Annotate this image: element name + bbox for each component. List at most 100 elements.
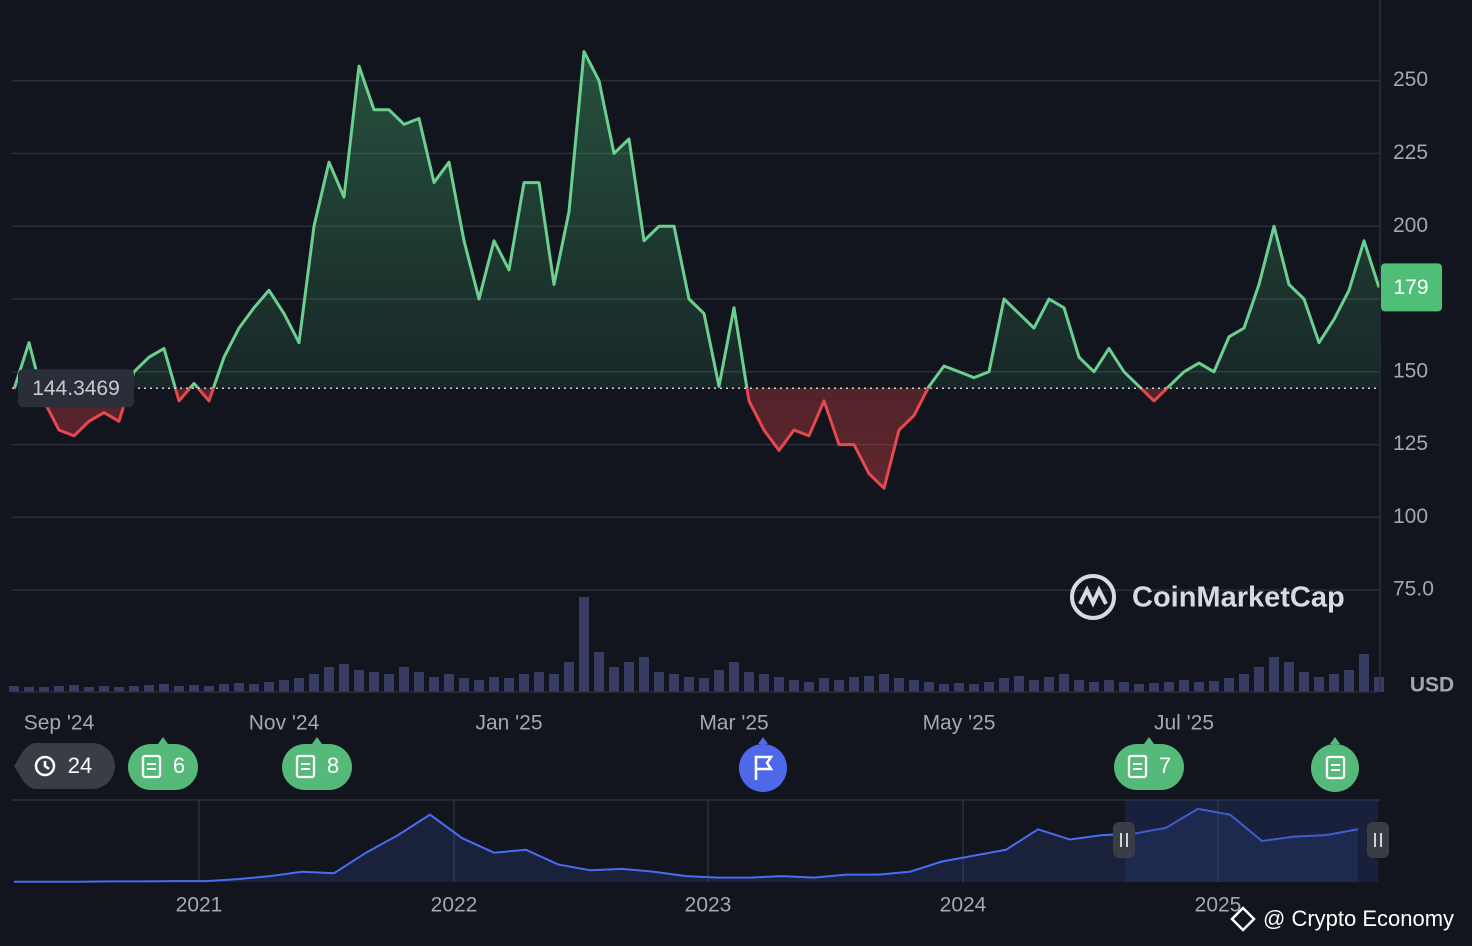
volume-bar [324,667,334,692]
volume-bar [474,680,484,692]
navigator-handle[interactable] [1367,822,1389,858]
volume-bar [234,683,244,692]
volume-bar [144,685,154,692]
event-count: 8 [327,753,339,778]
volume-bar [249,684,259,692]
event-news[interactable]: 7 [1114,737,1184,790]
current-price-box [1381,263,1442,312]
volume-bar [714,670,724,692]
volume-bar [984,682,994,692]
volume-bar [684,677,694,692]
y-tick-label: 125 [1393,432,1428,455]
event-count: 6 [173,753,185,778]
volume-bar [1179,680,1189,692]
volume-bar [399,667,409,692]
year-label: 2022 [431,894,478,917]
navigator-handle[interactable] [1113,822,1135,858]
volume-bar [624,662,634,692]
volume-bar [1044,677,1054,692]
volume-bar [1269,657,1279,692]
volume [9,597,1384,692]
x-tick-label: Sep '24 [24,712,95,735]
volume-bar [969,684,979,692]
volume-bar [414,672,424,692]
volume-bar [1104,680,1114,692]
x-tick-label: Mar '25 [699,712,768,735]
volume-bar [84,687,94,692]
volume-bar [1374,677,1384,692]
volume-bar [1299,672,1309,692]
x-tick-label: May '25 [923,712,996,735]
volume-bar [459,678,469,692]
y-tick-label: 150 [1393,359,1428,382]
event-news[interactable]: 6 [128,737,198,790]
volume-bar [339,664,349,692]
area-down [14,388,1168,489]
volume-bar [354,670,364,692]
year-label: 2024 [940,894,987,917]
credit-text: @ Crypto Economy [1263,906,1454,931]
volume-bar [1194,682,1204,692]
volume-bar [1284,662,1294,692]
volume-bar [504,678,514,692]
volume-bar [429,677,439,692]
volume-bar [759,674,769,692]
volume-bar [24,687,34,692]
event-news[interactable]: 8 [282,737,352,790]
x-tick-label: Nov '24 [249,712,320,735]
volume-bar [534,672,544,692]
volume-bar [1254,667,1264,692]
volume-bar [204,686,214,692]
volume-bar [1239,674,1249,692]
volume-bar [219,684,229,692]
volume-bar [1359,654,1369,692]
volume-bar [489,677,499,692]
volume-bar [774,677,784,692]
event-news[interactable] [1311,737,1359,792]
navigator-selection [1125,800,1378,882]
volume-bar [1344,670,1354,692]
volume-bar [1224,678,1234,692]
currency: USD [1410,674,1454,697]
volume-bar [69,685,79,692]
line-down [12,388,1170,490]
volume-bar [444,674,454,692]
volume-bar [54,686,64,692]
event-count: 7 [1159,753,1171,778]
volume-bar [864,676,874,692]
volume-bar [729,662,739,692]
volume-bar [264,682,274,692]
volume-bar [519,674,529,692]
volume-bar [1329,674,1339,692]
baseline-label: 144.3469 [32,377,120,400]
volume-bar [594,652,604,692]
x-tick-label: Jan '25 [475,712,542,735]
volume-bar [789,680,799,692]
navigator-grip [1374,833,1382,847]
volume-bar [654,672,664,692]
watermark-text: CoinMarketCap [1132,582,1345,614]
volume-bar [999,678,1009,692]
volume-bar [894,678,904,692]
volume-bar [1149,683,1159,692]
volume-bar [639,657,649,692]
volume-bar [579,597,589,692]
event-flag[interactable] [739,737,787,792]
volume-bar [879,674,889,692]
volume-bar [369,672,379,692]
year-label: 2025 [1195,894,1242,917]
volume-bar [159,684,169,692]
volume-bar [804,682,814,692]
volume-bar [189,685,199,692]
event-history[interactable]: 24 [14,743,116,789]
price [12,50,1380,490]
volume-bar [1059,674,1069,692]
volume-bar [1164,682,1174,692]
credit: @ Crypto Economy [1230,906,1454,932]
volume-bar [744,672,754,692]
volume-bar [669,674,679,692]
volume-bar [1014,676,1024,692]
